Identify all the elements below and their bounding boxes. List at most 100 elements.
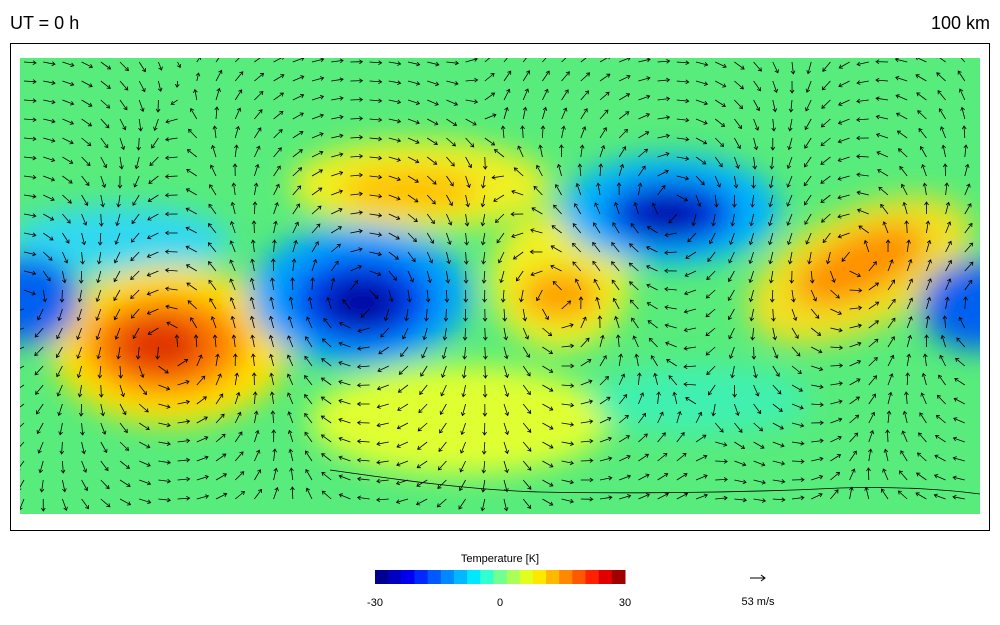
- wind-arrow: [830, 417, 843, 424]
- wind-arrow: [177, 399, 191, 405]
- wind-arrow: [482, 289, 487, 303]
- wind-arrow: [250, 239, 256, 253]
- wind-arrow: [875, 77, 889, 83]
- wind-arrow: [426, 232, 434, 244]
- wind-arrow: [185, 226, 197, 234]
- wind-arrow: [919, 145, 927, 158]
- wind-arrow: [23, 289, 36, 296]
- wind-arrow: [580, 419, 594, 424]
- wind-arrow: [882, 221, 889, 234]
- wind-arrow: [838, 80, 850, 88]
- wind-arrow: [95, 308, 102, 321]
- wind-arrow: [425, 289, 431, 303]
- wind-arrow: [465, 58, 478, 63]
- wind-arrow: [592, 241, 601, 253]
- wind-arrow: [886, 410, 892, 424]
- wind-arrow: [638, 58, 651, 63]
- wind-arrow: [234, 471, 245, 481]
- colorbar-title: Temperature [K]: [461, 553, 539, 565]
- wind-arrow: [461, 384, 466, 398]
- wind-arrow: [632, 335, 639, 348]
- wind-arrow: [81, 118, 93, 127]
- wind-arrow: [714, 194, 719, 208]
- wind-arrow: [482, 365, 488, 379]
- wind-arrow: [664, 268, 677, 274]
- wind-arrow: [856, 172, 869, 178]
- wind-arrow: [695, 137, 708, 145]
- wind-arrow: [491, 175, 505, 180]
- wind-arrow: [503, 384, 510, 398]
- wind-arrow: [727, 270, 735, 283]
- wind-arrow: [811, 493, 823, 500]
- wind-arrow: [304, 412, 313, 424]
- wind-arrow: [513, 167, 524, 177]
- wind-arrow: [542, 422, 554, 430]
- wind-arrow: [459, 479, 466, 492]
- wind-arrow: [98, 384, 104, 398]
- wind-arrow: [714, 118, 726, 127]
- wind-arrow: [356, 439, 370, 444]
- wind-arrow: [615, 334, 621, 348]
- wind-arrow: [229, 278, 236, 291]
- wind-arrow: [612, 297, 620, 310]
- wind-arrow: [676, 98, 690, 104]
- wind-arrow: [768, 175, 774, 189]
- wind-arrow: [115, 213, 121, 227]
- wind-arrow: [331, 58, 344, 64]
- wind-arrow: [787, 232, 793, 246]
- wind-arrow: [676, 136, 690, 142]
- wind-arrow: [119, 80, 129, 91]
- wind-arrow: [100, 422, 107, 435]
- wind-arrow: [196, 354, 203, 367]
- wind-arrow: [753, 479, 766, 485]
- wind-arrow: [572, 261, 582, 272]
- wind-arrow: [42, 289, 48, 303]
- wind-arrow: [751, 346, 757, 360]
- wind-arrow: [856, 117, 869, 122]
- wind-arrow: [788, 99, 794, 113]
- wind-arrow: [936, 58, 946, 63]
- wind-arrow: [465, 77, 479, 83]
- wind-arrow: [465, 175, 471, 189]
- wind-arrow: [177, 359, 189, 367]
- wind-arrow: [941, 144, 946, 158]
- wind-arrow: [304, 394, 313, 405]
- wind-arrow: [395, 479, 409, 486]
- wind-arrow: [35, 384, 44, 395]
- wind-arrow: [231, 182, 237, 196]
- wind-arrow: [646, 246, 658, 253]
- wind-arrow: [34, 365, 44, 376]
- wind-arrow: [664, 286, 677, 292]
- wind-arrow: [208, 223, 217, 234]
- wind-arrow: [153, 118, 159, 131]
- wind-arrow: [612, 222, 620, 234]
- wind-arrow: [350, 247, 363, 253]
- wind-arrow: [96, 251, 102, 265]
- wind-arrow: [638, 453, 649, 462]
- wind-arrow: [81, 99, 93, 107]
- wind-arrow: [482, 403, 488, 417]
- wind-arrow: [62, 118, 75, 125]
- wind-arrow: [789, 80, 795, 94]
- wind-arrow: [898, 470, 908, 481]
- wind-arrow: [772, 80, 778, 93]
- wind-arrow: [920, 392, 927, 405]
- wind-arrow: [465, 194, 470, 208]
- wind-arrow: [579, 144, 585, 158]
- wind-arrow: [791, 384, 804, 392]
- wind-arrow: [138, 80, 146, 93]
- wind-arrow: [81, 194, 89, 207]
- wind-arrow: [23, 213, 37, 218]
- wind-arrow: [638, 433, 648, 443]
- wind-arrow: [676, 452, 687, 462]
- wind-arrow: [272, 239, 277, 253]
- wind-arrow: [552, 280, 562, 291]
- wind-arrow: [62, 61, 75, 68]
- wind-arrow: [657, 452, 668, 462]
- wind-arrow: [100, 175, 107, 188]
- wind-arrow: [657, 133, 671, 139]
- wind-arrow: [234, 391, 241, 405]
- wind-arrow: [96, 270, 102, 284]
- wind-arrow: [250, 334, 255, 348]
- wind-arrow: [522, 498, 532, 509]
